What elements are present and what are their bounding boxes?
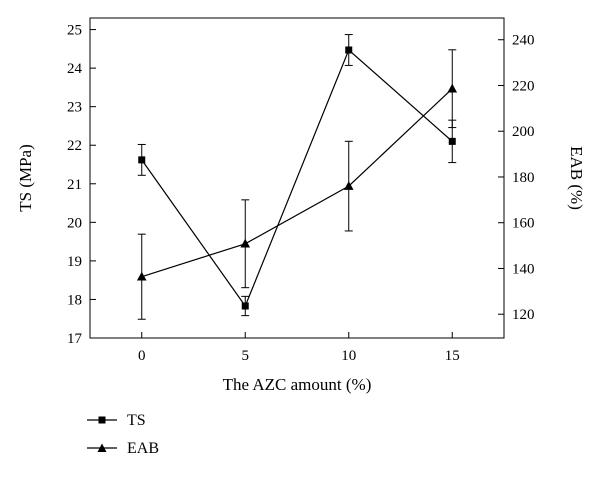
legend-triangle-marker-icon bbox=[97, 443, 107, 452]
series-line-eab bbox=[141, 88, 453, 278]
legend-label-eab: EAB bbox=[127, 440, 159, 457]
legend-item-eab: EAB bbox=[87, 440, 159, 457]
right-axis-label: EAB (%) bbox=[567, 146, 586, 210]
data-point-eab bbox=[240, 238, 251, 248]
left-axis-tick-label: 19 bbox=[67, 254, 82, 270]
right-axis-tick-label: 240 bbox=[512, 33, 535, 49]
right-axis-tick-label: 160 bbox=[512, 216, 535, 232]
legend-item-ts: TS bbox=[87, 412, 146, 429]
x-axis-tick-label: 0 bbox=[138, 348, 146, 364]
plot-area-frame bbox=[89, 17, 505, 339]
data-point-eab bbox=[447, 83, 458, 93]
data-point-ts bbox=[345, 46, 353, 54]
right-axis-tick-label: 200 bbox=[512, 124, 535, 140]
left-axis-tick-label: 17 bbox=[67, 331, 83, 347]
right-axis-tick-label: 220 bbox=[512, 78, 535, 94]
right-axis-tick-label: 140 bbox=[512, 261, 535, 277]
legend: TS EAB bbox=[87, 412, 159, 457]
x-axis-tick-label: 10 bbox=[341, 348, 356, 364]
left-axis-tick-label: 22 bbox=[67, 138, 82, 154]
data-point-eab bbox=[343, 181, 354, 190]
series-line-ts bbox=[141, 48, 453, 308]
x-axis-tick-label: 15 bbox=[445, 348, 460, 364]
right-axis-tick-label: 180 bbox=[512, 170, 535, 186]
x-axis-tick-label: 5 bbox=[242, 348, 250, 364]
left-axis-tick-label: 24 bbox=[67, 61, 83, 77]
left-axis-tick-label: 21 bbox=[67, 177, 82, 193]
left-axis-label: TS (MPa) bbox=[16, 144, 35, 212]
x-axis-ticks: 0 5 10 15 bbox=[138, 332, 460, 364]
legend-label-ts: TS bbox=[127, 412, 146, 429]
right-axis-tick-label: 120 bbox=[512, 307, 535, 323]
left-axis-tick-label: 23 bbox=[67, 100, 82, 116]
left-axis-tick-label: 20 bbox=[67, 215, 82, 231]
data-point-ts bbox=[241, 302, 249, 310]
series-layer bbox=[136, 34, 458, 320]
legend-square-marker-icon bbox=[98, 416, 106, 424]
data-point-ts bbox=[448, 137, 456, 145]
right-axis-ticks: 120 140 160 180 200 220 240 bbox=[498, 33, 535, 323]
left-axis-tick-label: 18 bbox=[67, 292, 82, 308]
left-axis-tick-label: 25 bbox=[67, 23, 82, 39]
data-point-ts bbox=[138, 156, 146, 164]
left-axis-ticks: 17 18 19 20 21 22 23 24 25 bbox=[67, 23, 96, 347]
x-axis-label: The AZC amount (%) bbox=[223, 375, 372, 394]
data-point-eab bbox=[136, 271, 147, 281]
